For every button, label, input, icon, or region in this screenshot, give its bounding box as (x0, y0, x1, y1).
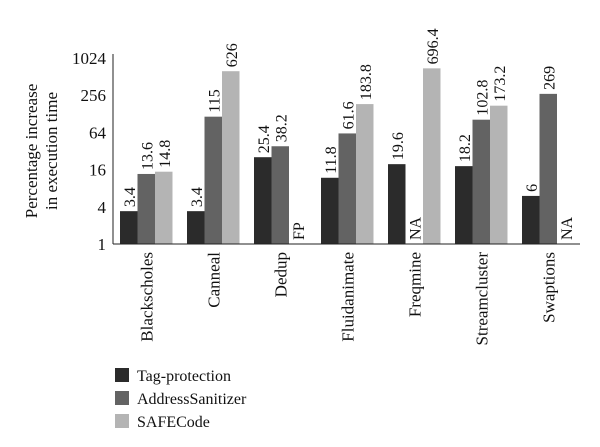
data-label-tag-protection-blackscholes: 3.4 (122, 187, 139, 207)
data-label-addresssanitizer-freqmine: NA (407, 216, 424, 240)
data-label-tag-protection-canneal: 3.4 (189, 187, 206, 207)
bar-safecode-fluidanimate (356, 104, 374, 244)
legend-label-tag-protection: Tag-protection (137, 368, 231, 385)
legend-label-safecode: SAFECode (137, 414, 210, 431)
bar-addresssanitizer-fluidanimate (338, 133, 356, 244)
y-tick-label: 64 (89, 123, 107, 142)
data-label-addresssanitizer-canneal: 115 (206, 89, 223, 112)
bar-tag-protection-fluidanimate (321, 177, 339, 244)
data-label-addresssanitizer-swaptions: 269 (541, 66, 558, 90)
data-label-safecode-freqmine: 696.4 (425, 28, 442, 64)
data-label-addresssanitizer-blackscholes: 13.6 (139, 142, 156, 170)
legend-label-addresssanitizer: AddressSanitizer (137, 391, 247, 408)
y-tick-label: 4 (98, 198, 107, 217)
data-label-safecode-blackscholes: 14.8 (157, 140, 174, 168)
y-axis-label-line: in execution time (42, 92, 61, 210)
bar-addresssanitizer-streamcluster (472, 119, 490, 244)
bar-tag-protection-dedup (254, 157, 272, 244)
legend-swatch-safecode (115, 414, 129, 428)
data-label-tag-protection-streamcluster: 18.2 (457, 134, 474, 162)
category-label-fluidanimate: Fluidanimate (338, 252, 357, 342)
legend-swatch-tag-protection (115, 368, 129, 382)
y-axis-label-line: Percentage increase (22, 84, 41, 219)
bar-safecode-streamcluster (490, 105, 508, 245)
bar-safecode-canneal (222, 71, 240, 244)
bar-addresssanitizer-canneal (204, 116, 222, 244)
data-label-tag-protection-swaptions: 6 (524, 184, 541, 192)
data-label-safecode-dedup: FP (291, 222, 308, 240)
category-label-canneal: Canneal (204, 252, 223, 308)
bar-addresssanitizer-blackscholes (137, 173, 155, 244)
category-label-streamcluster: Streamcluster (472, 252, 491, 346)
data-label-safecode-canneal: 626 (224, 43, 241, 67)
bar-tag-protection-swaptions (522, 195, 540, 244)
data-label-addresssanitizer-streamcluster: 102.8 (474, 80, 491, 116)
bar-tag-protection-freqmine (388, 164, 406, 244)
data-label-tag-protection-dedup: 25.4 (256, 125, 273, 153)
data-label-safecode-streamcluster: 173.2 (492, 66, 509, 102)
y-tick-label: 1 (98, 235, 107, 254)
bar-addresssanitizer-dedup (271, 146, 289, 244)
bar-tag-protection-canneal (187, 211, 205, 244)
y-tick-label: 16 (89, 161, 106, 180)
category-label-swaptions: Swaptions (539, 252, 558, 323)
bar-tag-protection-streamcluster (455, 166, 473, 244)
data-label-addresssanitizer-dedup: 38.2 (273, 114, 290, 142)
bar-tag-protection-blackscholes (120, 211, 138, 244)
data-label-safecode-swaptions: NA (559, 216, 576, 240)
category-label-blackscholes: Blackscholes (137, 252, 156, 342)
y-tick-label: 1024 (72, 49, 107, 68)
data-label-tag-protection-fluidanimate: 11.8 (323, 146, 340, 173)
category-label-freqmine: Freqmine (405, 252, 424, 317)
bar-safecode-blackscholes (155, 171, 173, 244)
data-label-tag-protection-freqmine: 19.6 (390, 132, 407, 160)
legend-swatch-addresssanitizer (115, 391, 129, 405)
data-label-safecode-fluidanimate: 183.8 (358, 64, 375, 100)
data-label-addresssanitizer-fluidanimate: 61.6 (340, 101, 357, 129)
category-label-dedup: Dedup (271, 252, 290, 297)
y-tick-label: 256 (81, 86, 107, 105)
bar-addresssanitizer-swaptions (539, 93, 557, 245)
bar-safecode-freqmine (423, 68, 441, 245)
